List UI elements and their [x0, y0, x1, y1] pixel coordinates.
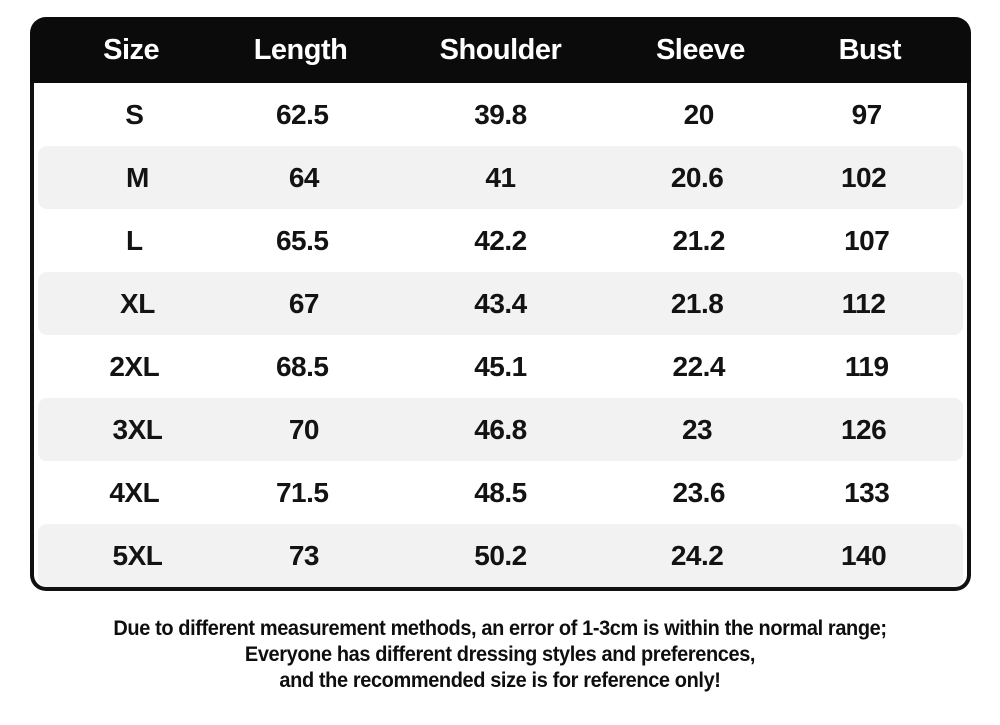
sleeve-value: 23.6	[672, 476, 726, 508]
bust-value: 126	[840, 413, 887, 445]
length-value: 64	[288, 161, 320, 193]
disclaimer-line-2: Everyone has different dressing styles a…	[244, 643, 756, 666]
shoulder-value: 50.2	[474, 539, 527, 571]
table-row-2xl: 2XL 68.5 45.1 22.4 119	[34, 335, 967, 398]
table-row-xl: XL 67 43.4 21.8 112	[38, 272, 963, 335]
size-chart: Size Length Shoulder Sleeve Bust S 62.5 …	[30, 17, 971, 591]
length-value: 65.5	[275, 224, 329, 256]
size-label: M	[126, 161, 149, 193]
length-value: 62.5	[275, 98, 329, 130]
length-value: 68.5	[275, 350, 329, 382]
column-header-shoulder: Shoulder	[439, 33, 562, 66]
column-header-sleeve: Sleeve	[655, 33, 745, 66]
bust-value: 107	[844, 224, 890, 256]
size-label: 2XL	[109, 350, 160, 382]
size-label: 4XL	[109, 476, 160, 508]
size-label: 3XL	[112, 413, 163, 445]
bust-value: 102	[840, 161, 887, 193]
shoulder-value: 39.8	[474, 98, 527, 130]
disclaimer-text: Due to different measurement methods, an…	[25, 616, 975, 694]
length-value: 73	[288, 539, 320, 571]
shoulder-value: 45.1	[474, 350, 527, 382]
bust-value: 97	[851, 98, 883, 130]
sleeve-value: 23	[681, 413, 713, 445]
disclaimer-line-1: Due to different measurement methods, an…	[113, 617, 887, 640]
bust-value: 133	[844, 476, 890, 508]
size-chart-body: S 62.5 39.8 20 97 M 64 41 20.6 102 L 65.…	[30, 83, 971, 591]
table-row-m: M 64 41 20.6 102	[38, 146, 963, 209]
disclaimer-line-3: and the recommended size is for referenc…	[279, 669, 721, 692]
table-row-3xl: 3XL 70 46.8 23 126	[38, 398, 963, 461]
shoulder-value: 42.2	[474, 224, 527, 256]
table-row-4xl: 4XL 71.5 48.5 23.6 133	[34, 461, 967, 524]
table-row-5xl: 5XL 73 50.2 24.2 140	[38, 524, 963, 587]
sleeve-value: 22.4	[672, 350, 726, 382]
shoulder-value: 41	[485, 161, 516, 193]
sleeve-value: 21.8	[670, 287, 724, 319]
shoulder-value: 48.5	[474, 476, 527, 508]
size-label: L	[125, 224, 143, 256]
bust-value: 140	[840, 539, 887, 571]
column-header-size: Size	[103, 33, 160, 66]
sleeve-value: 24.2	[670, 539, 724, 571]
length-value: 70	[288, 413, 320, 445]
shoulder-value: 46.8	[474, 413, 527, 445]
sleeve-value: 20.6	[670, 161, 724, 193]
size-label: 5XL	[112, 539, 163, 571]
sleeve-value: 21.2	[672, 224, 726, 256]
length-value: 67	[288, 287, 320, 319]
size-chart-header-row: Size Length Shoulder Sleeve Bust	[30, 17, 971, 83]
size-label: S	[125, 98, 144, 130]
sleeve-value: 20	[683, 98, 715, 130]
bust-value: 119	[844, 350, 889, 382]
table-row-s: S 62.5 39.8 20 97	[34, 83, 967, 146]
shoulder-value: 43.4	[474, 287, 527, 319]
column-header-length: Length	[253, 33, 348, 66]
size-label: XL	[120, 287, 155, 319]
column-header-bust: Bust	[838, 33, 902, 66]
bust-value: 112	[841, 287, 886, 319]
table-row-l: L 65.5 42.2 21.2 107	[34, 209, 967, 272]
length-value: 71.5	[275, 476, 329, 508]
